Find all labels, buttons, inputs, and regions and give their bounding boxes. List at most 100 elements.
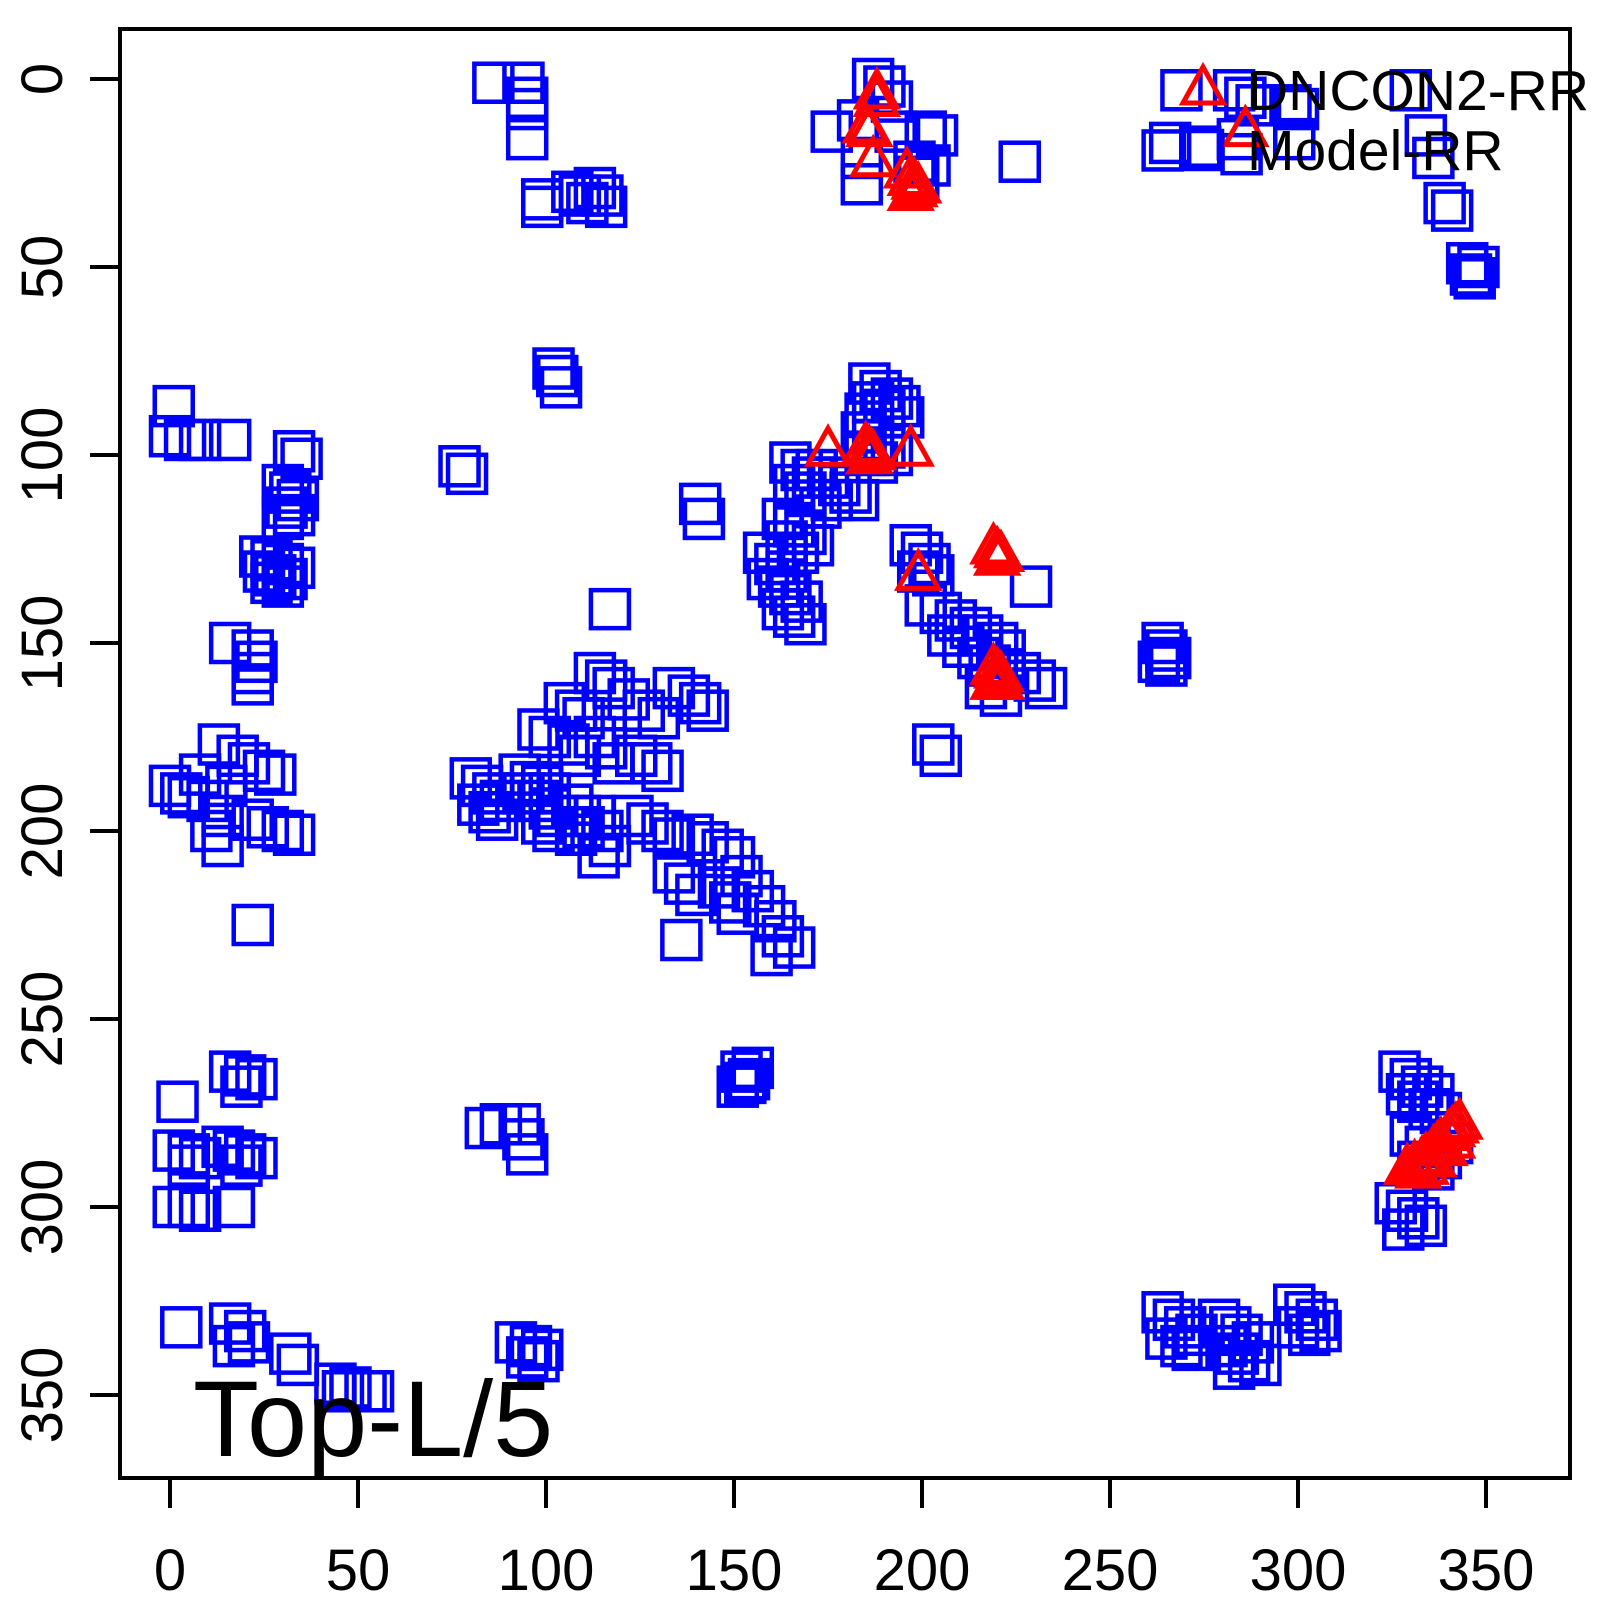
model-rr-point [761,587,805,631]
model-rr-point [265,486,308,529]
x-tick-label: 350 [1438,1538,1535,1600]
dncon2-rr-point [886,167,935,212]
x-tick-label: 50 [326,1538,391,1600]
dncon2-rr-point [893,547,943,591]
model-rr-point [148,414,192,458]
model-rr-point [235,1136,278,1180]
model-rr-point [1430,189,1474,232]
dncon2-rr-point [1435,1096,1484,1140]
model-rr-point [1397,1197,1440,1240]
model-rr-point [539,366,583,409]
model-rr-point [1216,1332,1260,1375]
dncon2-rr-point [886,423,935,467]
model-rr-point [904,110,948,153]
model-rr-point [445,452,489,496]
y-tick-label: 50 [10,235,75,300]
model-rr-point [212,1129,256,1172]
model-rr-point [1227,1339,1271,1383]
model-rr-point [806,456,850,499]
model-rr-point [1382,1208,1425,1251]
model-rr-point [716,1065,760,1108]
model-rr-point [502,61,545,105]
model-rr-point [652,851,696,894]
dncon2-rr-point [803,423,853,467]
model-rr-point [1171,1328,1214,1372]
model-rr-point [261,497,305,541]
annotation-top-l5: Top-L/5 [193,1358,553,1479]
model-rr-point [626,802,669,845]
model-rr-point [250,561,293,605]
model-rr-point [678,482,722,526]
model-rr-point [517,1339,560,1383]
model-rr-point [577,836,620,879]
model-rr-point [505,1336,549,1379]
model-rr-point [178,418,222,462]
model-rr-point [1276,1306,1320,1349]
model-rr-point [686,689,729,732]
model-rr-point [227,742,271,785]
model-rr-point [1457,245,1500,289]
model-rr-point [223,1054,267,1097]
model-rr-point [160,772,203,815]
model-rr-point [1412,136,1455,180]
model-rr-point [167,1185,211,1229]
model-rr-point [235,640,278,684]
model-rr-point [178,1189,222,1233]
model-rr-point [265,557,308,601]
model-rr-point [637,696,681,740]
model-rr-point [160,1306,203,1349]
model-rr-point [1212,1347,1256,1390]
model-rr-point [551,783,594,826]
model-rr-point [438,445,481,488]
model-rr-point [212,1324,256,1368]
dncon2-rr-point [1221,103,1270,148]
y-tick-label: 150 [10,595,75,692]
model-rr-point [329,1366,372,1409]
model-rr-point [502,1118,545,1161]
model-rr-point [186,779,229,823]
model-rr-point [1397,1080,1440,1123]
x-tick-label: 250 [1062,1538,1159,1600]
model-rr-point [220,1065,263,1108]
model-rr-point [208,418,252,462]
model-rr-point [641,809,684,853]
model-rr-point [1269,84,1312,127]
series-model-rr [148,57,1500,1413]
model-rr-point [212,1185,256,1229]
model-rr-point [1423,181,1466,225]
model-rr-point [152,384,196,428]
model-rr-point [1445,241,1489,285]
model-rr-point [720,854,763,898]
y-tick-label: 300 [10,1159,75,1256]
model-rr-point [558,174,602,217]
model-rr-point [231,903,274,947]
model-rr-point [227,1321,271,1364]
x-tick-label: 200 [874,1538,971,1600]
y-tick-label: 200 [10,783,75,880]
model-rr-point [584,185,628,229]
model-rr-point [223,1309,267,1353]
model-rr-point [520,1328,564,1372]
y-axis-ticks: 0 50 100 150 200 250 300 350 [10,63,120,1443]
legend-dncon2-rr-marker-icon [1178,61,1228,106]
model-rr-point [686,821,729,864]
model-rr-point [750,933,793,977]
plot-box [118,27,1572,1480]
model-rr-point [799,486,842,529]
model-rr-point [509,1324,553,1368]
model-rr-point [840,163,884,206]
legend-model-rr-marker-icon [1181,128,1225,172]
model-rr-point [1160,69,1203,112]
model-rr-point [235,1057,278,1101]
model-rr-point [272,493,316,537]
model-rr-point [769,572,812,616]
model-rr-point [1024,666,1068,710]
model-rr-point [1145,1317,1188,1360]
x-axis-ticks: 0 50 100 150 200 250 300 350 [154,1478,1535,1600]
model-rr-point [998,140,1042,183]
model-rr-point [231,798,274,841]
model-rr-point [269,1332,312,1375]
model-rr-point [592,666,635,710]
dncon2-rr-point [852,65,902,110]
